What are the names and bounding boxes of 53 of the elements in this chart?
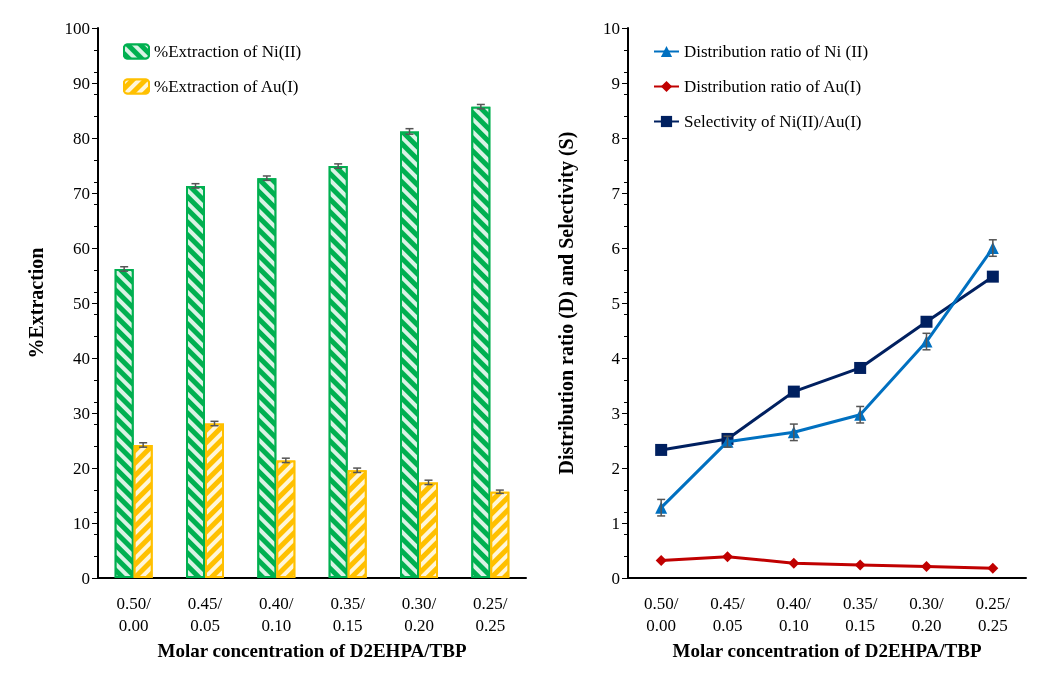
legend-label: Distribution ratio of Ni (II) — [684, 42, 869, 61]
point — [655, 443, 668, 456]
x-tick-label: 0.35/ 0.15 — [330, 593, 366, 635]
legend-label: Selectivity of Ni(II)/Au(I) — [684, 112, 862, 131]
y-tick-label: 2 — [611, 458, 620, 478]
y-tick-label: 9 — [611, 73, 620, 93]
x-tick-label: 0.35/ 0.15 — [842, 593, 878, 635]
x-tick-label: 0.50/ 0.00 — [643, 593, 679, 635]
point — [655, 555, 667, 566]
y-axis-title: %Extraction — [25, 247, 47, 359]
x-tick-label: 0.30/ 0.20 — [401, 593, 437, 635]
x-tick-label: 0.40/ 0.10 — [259, 593, 294, 635]
y-tick-label: 20 — [73, 458, 90, 478]
point — [854, 559, 866, 571]
x-axis-title: Molar concentration of D2EHPA/TBP — [672, 640, 982, 661]
y-tick-label: 8 — [611, 128, 620, 148]
y-tick-label: 50 — [73, 293, 90, 313]
y-tick-label: 80 — [73, 128, 90, 148]
x-tick-label: 0.50/ 0.00 — [116, 593, 152, 635]
point — [854, 361, 867, 374]
y-tick-label: 90 — [73, 73, 90, 93]
y-tick-label: 10 — [73, 513, 90, 533]
y-tick-label: 1 — [611, 513, 620, 533]
y-axis-title: Distribution ratio (D) and Selectivity (S) — [555, 131, 578, 475]
legend-label: %Extraction of Au(I) — [154, 77, 299, 96]
y-tick-label: 70 — [73, 183, 90, 203]
x-tick-label: 0.45/ 0.05 — [710, 593, 746, 635]
y-tick-label: 6 — [611, 238, 620, 258]
point — [987, 562, 999, 574]
x-axis-title: Molar concentration of D2EHPA/TBP — [157, 640, 467, 661]
y-tick-label: 100 — [64, 18, 90, 38]
point — [986, 270, 999, 283]
legend-label: %Extraction of Ni(II) — [154, 42, 302, 61]
x-tick-label: 0.45/ 0.05 — [187, 593, 223, 635]
y-tick-label: 40 — [73, 348, 90, 368]
y-tick-label: 60 — [73, 238, 90, 258]
y-tick-label: 0 — [611, 568, 620, 588]
y-tick-label: 5 — [611, 293, 620, 313]
legend-label: Distribution ratio of Au(I) — [684, 77, 862, 96]
y-tick-label: 4 — [611, 348, 621, 368]
point — [920, 315, 933, 328]
y-tick-label: 10 — [603, 18, 620, 38]
y-tick-label: 3 — [611, 403, 620, 423]
y-tick-label: 30 — [73, 403, 90, 423]
point — [921, 561, 932, 573]
y-tick-label: 7 — [611, 183, 621, 203]
x-tick-label: 0.30/ 0.20 — [909, 593, 945, 635]
x-tick-label: 0.25/ 0.25 — [975, 593, 1011, 635]
x-tick-label: 0.25/ 0.25 — [473, 593, 508, 635]
x-tick-label: 0.40/ 0.10 — [776, 593, 812, 635]
point — [722, 551, 733, 563]
y-tick-label: 0 — [81, 568, 90, 588]
point — [787, 385, 800, 398]
